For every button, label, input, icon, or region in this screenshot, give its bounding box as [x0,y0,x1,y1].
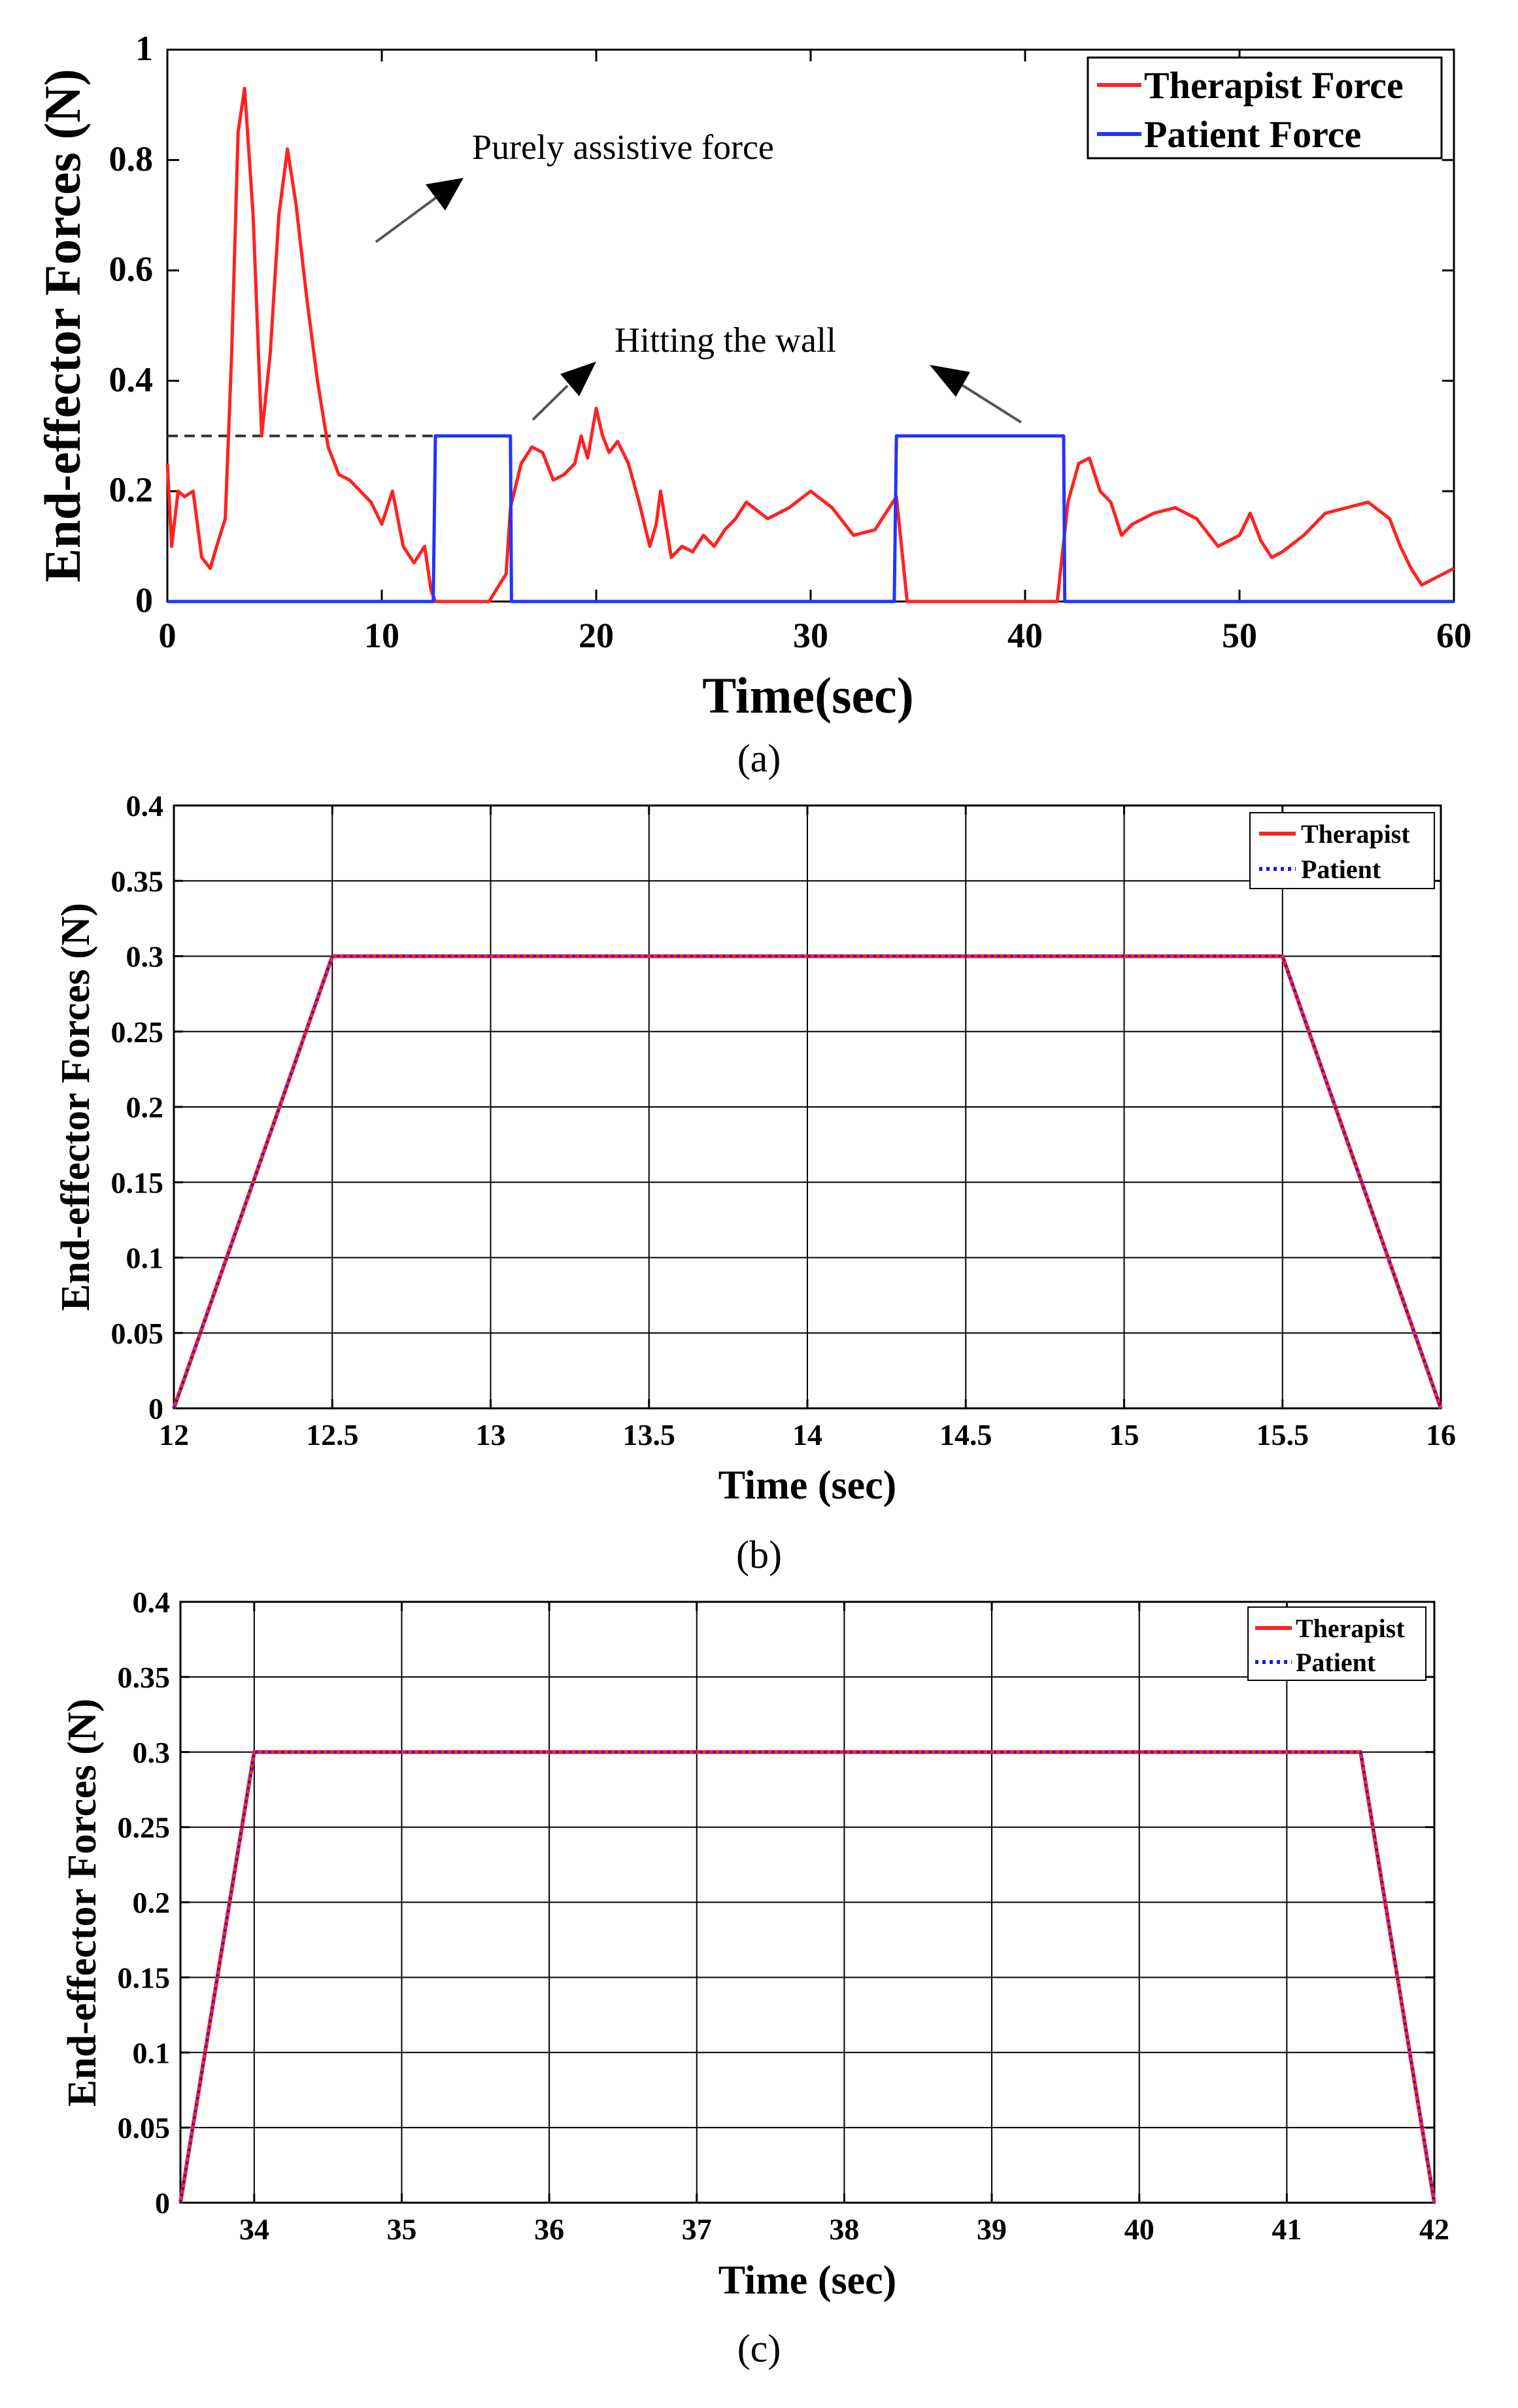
y-tick-label: 0 [135,581,153,620]
legend-c-therapist-label: Therapist [1296,1614,1405,1643]
legend-c-patient-label: Patient [1296,1648,1376,1677]
annotation-wall: Hitting the wall [531,320,1022,424]
y-tick-label: 0.3 [126,940,164,974]
panel-c: 0 0.05 0.1 0.15 0.2 0.25 0.3 0.35 0.4 34 35 36 37 38… [60,1586,1449,2370]
legend-b: Therapist Patient [1249,812,1435,889]
y-tick-label: 0.35 [118,1661,171,1694]
y-tick-label: 0.15 [111,1166,164,1199]
y-tick-label: 0.6 [109,250,154,289]
x-tick-label: 37 [682,2213,712,2246]
series-a [165,86,1455,603]
x-tick-label: 14.5 [939,1418,992,1451]
legend-a-patient-label: Patient Force [1144,113,1361,156]
legend-a: Therapist Force Patient Force [1087,56,1443,160]
legend-b-therapist-label: Therapist [1301,819,1410,849]
y-tick-label: 0.4 [126,789,164,822]
y-tick-label: 0.3 [133,1736,171,1769]
y-tick-label: 0.25 [111,1015,164,1049]
legend-a-box [1087,56,1443,160]
series-b [172,954,1443,1409]
y-axis-label-b: End-effector Forces (N) [54,903,98,1311]
x-ticks-a: 0 10 20 30 40 50 60 [159,50,1472,655]
x-tick-label: 41 [1272,2213,1302,2246]
y-tick-label: 0.2 [133,1886,171,1920]
x-tick-label: 30 [793,616,828,655]
y-axis-label-c: End-effector Forces (N) [60,1699,105,2107]
legend-a-therapist-label: Therapist Force [1144,64,1404,107]
y-tick-label: 0 [148,1392,163,1425]
x-tick-label: 20 [579,616,614,655]
x-tick-label: 0 [159,616,177,655]
annotation-assistive-text: Purely assistive force [472,127,774,167]
x-tick-label: 50 [1222,616,1257,655]
arrowhead-1 [426,178,464,211]
x-tick-label: 34 [239,2213,269,2246]
caption-b: (b) [736,1533,782,1576]
y-tick-label: 0.1 [126,1242,164,1275]
y-tick-label: 0 [155,2186,170,2220]
y-axis-label-a: End-effector Forces (N) [34,69,91,582]
x-tick-label: 40 [1124,2213,1155,2246]
annotation-arrow-1 [375,195,439,243]
x-tick-label: 13 [476,1418,506,1451]
annotation-arrow-2 [531,384,569,421]
x-axis-label-c: Time (sec) [718,2258,897,2303]
series-c [178,1750,1436,2203]
panel-a: 0 0.2 0.4 0.6 0.8 1 0 10 20 30 40 50 60 Purely assi… [34,29,1472,780]
y-tick-label: 0.2 [109,470,154,509]
x-tick-label: 60 [1436,616,1472,655]
legend-b-patient-label: Patient [1301,855,1381,884]
x-tick-label: 14 [792,1418,822,1451]
caption-a: (a) [737,737,781,780]
caption-c: (c) [737,2327,781,2370]
y-tick-label: 1 [135,29,153,68]
annotation-wall-text: Hitting the wall [615,320,836,360]
x-tick-label: 35 [386,2213,416,2246]
x-tick-label: 38 [829,2213,859,2246]
y-tick-label: 0.8 [109,139,154,178]
y-tick-label: 0.2 [126,1091,164,1124]
x-tick-label: 12 [159,1418,189,1451]
y-tick-label: 0.15 [118,1961,171,1994]
x-tick-label: 12.5 [306,1418,359,1451]
y-tick-label: 0.25 [118,1811,171,1844]
series-patient-line [173,955,1442,1409]
legend-b-box [1249,812,1435,889]
panel-b: 0 0.05 0.1 0.15 0.2 0.25 0.3 0.35 0.4 12 12.5 13 13… [54,789,1456,1576]
arrowhead-3 [930,365,970,397]
y-tick-label: 0.35 [111,864,164,898]
annotation-assistive: Purely assistive force [375,127,774,243]
x-tick-label: 16 [1426,1418,1456,1451]
x-tick-label: 10 [364,616,399,655]
x-tick-label: 36 [534,2213,564,2246]
y-ticks-a: 0 0.2 0.4 0.6 0.8 1 [109,29,1454,620]
x-axis-label-a: Time(sec) [702,667,913,724]
y-tick-label: 0.05 [118,2111,171,2145]
x-tick-label: 40 [1007,616,1043,655]
series-therapist-line [178,1750,1436,2203]
x-tick-label: 15.5 [1257,1418,1309,1451]
x-tick-label: 13.5 [623,1418,676,1451]
x-tick-label: 39 [977,2213,1007,2246]
y-tick-label: 0.1 [133,2036,171,2069]
y-tick-label: 0.4 [109,360,154,399]
series-therapist-force-line [165,86,1455,603]
x-tick-label: 15 [1109,1418,1139,1451]
x-axis-label-b: Time (sec) [718,1463,897,1508]
legend-c-box [1247,1606,1426,1681]
arrowhead-2 [560,362,596,396]
annotation-arrow-3 [960,383,1022,424]
x-ticks-b: 12 12.5 13 13.5 14 14.5 15 15.5 16 [159,805,1456,1451]
y-tick-label: 0.4 [133,1586,171,1619]
series-patient-force-line [167,434,1454,603]
legend-c: Therapist Patient [1247,1606,1426,1681]
y-tick-label: 0.05 [111,1317,164,1350]
x-tick-label: 42 [1419,2213,1449,2246]
x-ticks-c: 34 35 36 37 38 39 40 41 42 [239,1602,1449,2246]
